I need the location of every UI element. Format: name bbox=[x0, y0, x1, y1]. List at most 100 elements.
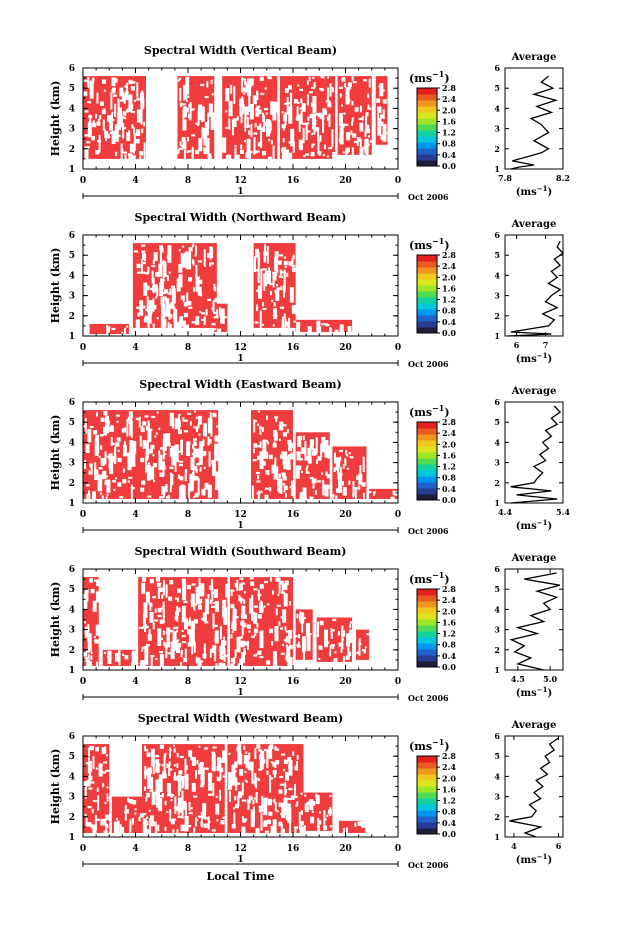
data-gap bbox=[345, 827, 348, 841]
data-gap bbox=[284, 265, 287, 269]
data-gap bbox=[241, 799, 246, 802]
data-gap bbox=[248, 795, 253, 801]
data-gap bbox=[136, 109, 141, 123]
x-tick-label: 8 bbox=[185, 176, 191, 186]
data-gap bbox=[259, 630, 264, 649]
data-gap bbox=[187, 412, 192, 415]
data-gap bbox=[266, 246, 269, 264]
data-gap bbox=[96, 92, 99, 104]
data-gap bbox=[326, 814, 329, 817]
data-gap bbox=[201, 660, 204, 663]
colorbar-segment bbox=[417, 661, 437, 668]
data-gap bbox=[300, 810, 303, 815]
data-gap bbox=[145, 285, 150, 291]
data-gap bbox=[264, 268, 267, 287]
colorbar-segment bbox=[417, 780, 437, 787]
data-gap bbox=[144, 662, 149, 665]
data-gap bbox=[279, 254, 284, 257]
data-gap bbox=[257, 614, 262, 619]
data-gap bbox=[105, 415, 110, 434]
data-gap bbox=[241, 620, 244, 636]
average-title: Average bbox=[511, 386, 557, 397]
data-gap bbox=[257, 410, 260, 413]
data-gap bbox=[288, 106, 293, 124]
data-gap bbox=[160, 296, 163, 306]
data-gap bbox=[253, 137, 256, 155]
data-gap bbox=[244, 779, 247, 782]
data-gap bbox=[257, 285, 262, 299]
colorbar-segment bbox=[417, 828, 437, 835]
colorbar-segment bbox=[417, 446, 437, 453]
data-gap bbox=[101, 747, 106, 754]
data-gap bbox=[117, 820, 120, 834]
data-gap bbox=[181, 605, 186, 622]
data-gap bbox=[122, 653, 125, 656]
data-gap bbox=[184, 469, 187, 479]
data-gap bbox=[179, 316, 184, 328]
data-gap bbox=[192, 261, 195, 266]
data-gap bbox=[275, 417, 278, 422]
data-gap bbox=[271, 299, 274, 302]
average-title: Average bbox=[511, 52, 557, 63]
data-gap bbox=[155, 255, 158, 261]
data-gap bbox=[106, 799, 109, 802]
data-gap bbox=[87, 633, 92, 651]
data-gap bbox=[98, 455, 101, 458]
data-gap bbox=[183, 430, 188, 433]
data-gap bbox=[196, 657, 201, 663]
data-gap bbox=[193, 795, 198, 798]
average-y-tick-label: 5 bbox=[494, 250, 500, 260]
data-gap bbox=[96, 579, 101, 586]
x-tick-label: 20 bbox=[339, 343, 352, 353]
data-gap bbox=[127, 797, 130, 802]
data-gap bbox=[107, 427, 110, 432]
colorbar-segment bbox=[417, 631, 437, 638]
y-tick-label: 6 bbox=[69, 64, 75, 74]
data-gap bbox=[214, 630, 219, 644]
data-gap bbox=[241, 652, 246, 664]
data-gap bbox=[182, 119, 187, 131]
data-gap bbox=[315, 127, 320, 132]
data-gap bbox=[311, 810, 314, 813]
data-gap bbox=[143, 282, 148, 296]
data-gap bbox=[117, 98, 120, 115]
data-gap bbox=[232, 770, 237, 773]
data-gap bbox=[177, 149, 180, 155]
data-gap bbox=[299, 821, 304, 826]
data-gap bbox=[103, 426, 108, 436]
data-gap bbox=[161, 637, 164, 641]
data-gap bbox=[296, 321, 301, 338]
data-gap bbox=[297, 84, 300, 87]
data-gap bbox=[319, 114, 324, 120]
data-gap bbox=[217, 328, 222, 342]
data-gap bbox=[162, 609, 165, 623]
data-gap bbox=[305, 623, 310, 637]
data-gap bbox=[170, 798, 173, 802]
data-gap bbox=[174, 808, 179, 811]
data-gap bbox=[296, 613, 299, 619]
data-gap bbox=[139, 662, 144, 665]
data-gap bbox=[289, 443, 294, 449]
data-gap bbox=[356, 137, 359, 146]
data-gap bbox=[288, 764, 291, 769]
data-gap bbox=[105, 475, 108, 478]
average-y-tick-label: 1 bbox=[494, 832, 500, 842]
data-gap bbox=[263, 822, 268, 827]
data-gap bbox=[245, 751, 248, 754]
data-gap bbox=[148, 629, 151, 636]
data-gap bbox=[169, 487, 172, 493]
data-gap bbox=[250, 123, 253, 138]
data-gap bbox=[115, 442, 120, 447]
data-gap bbox=[157, 272, 160, 278]
data-gap bbox=[251, 598, 254, 614]
data-gap bbox=[169, 819, 174, 822]
data-gap bbox=[341, 638, 344, 650]
data-gap bbox=[103, 830, 108, 838]
data-gap bbox=[281, 472, 286, 478]
data-gap bbox=[159, 654, 164, 670]
data-gap bbox=[83, 594, 88, 610]
colorbar-unit: (ms−1) bbox=[409, 570, 450, 586]
data-gap bbox=[102, 771, 107, 774]
data-gap bbox=[253, 781, 256, 784]
data-gap bbox=[162, 437, 167, 451]
